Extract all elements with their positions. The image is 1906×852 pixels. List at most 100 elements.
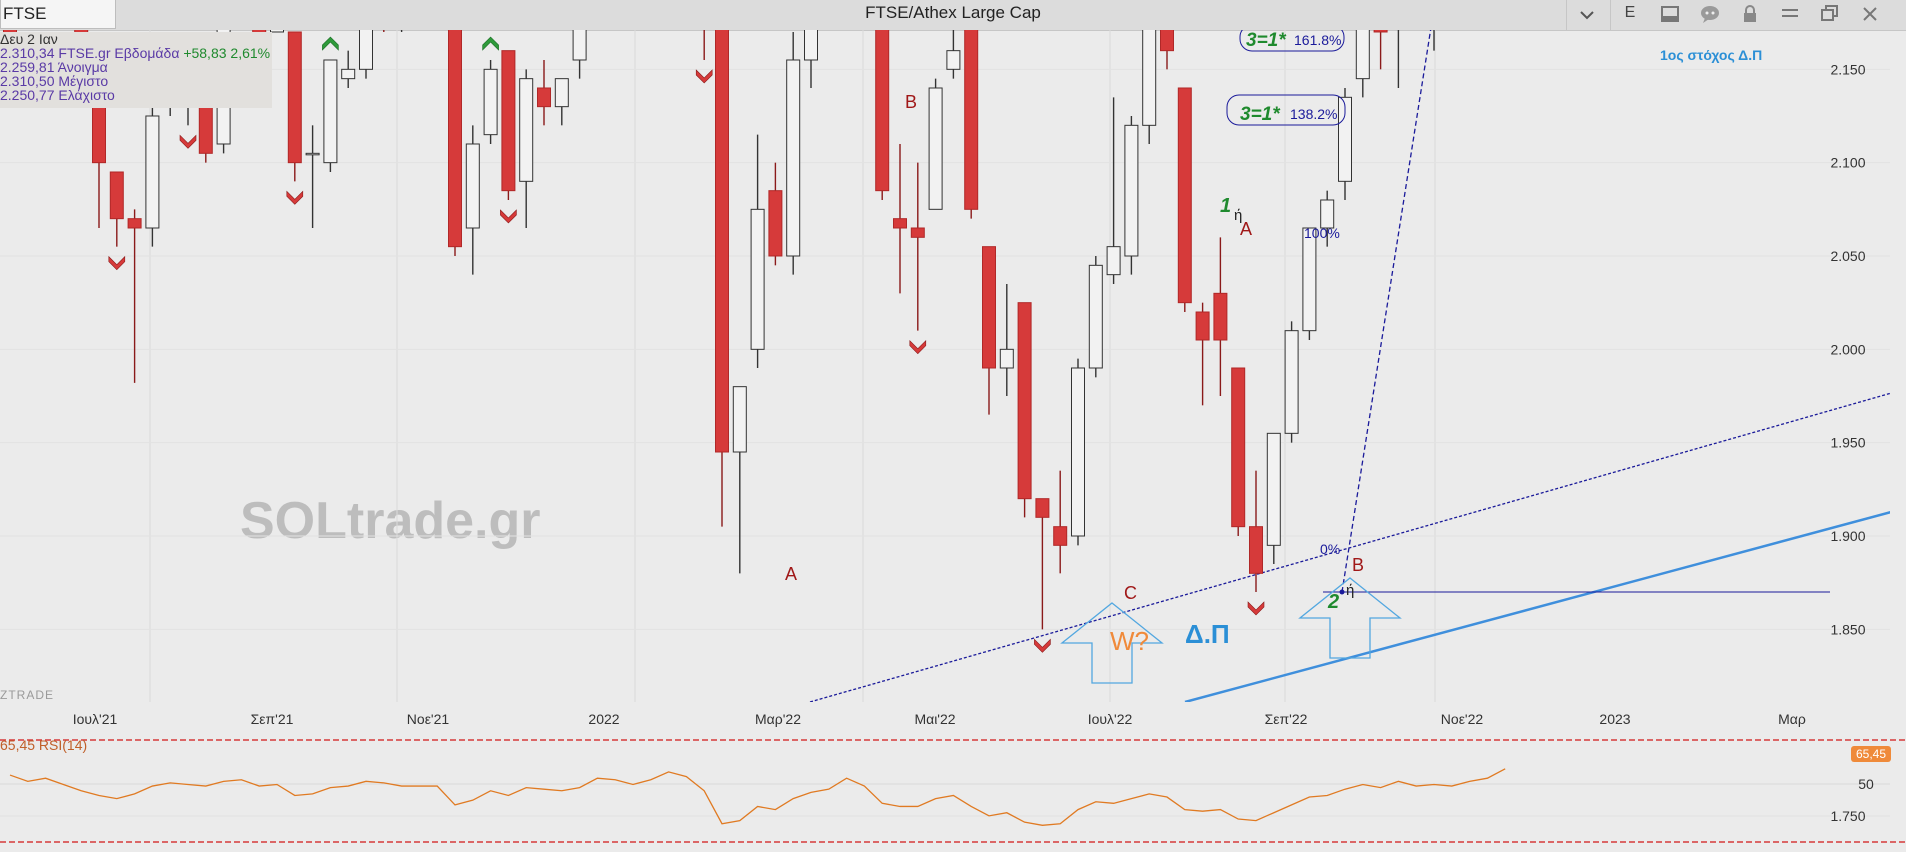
x-tick-label: Ιουλ'22	[1088, 711, 1133, 727]
hollow-arrow-w	[1060, 602, 1164, 684]
candle-body	[1160, 30, 1174, 52]
label-0: 0%	[1320, 541, 1340, 557]
wave-B2-label: B	[1352, 555, 1364, 575]
trend-line-light-blue	[1184, 511, 1890, 702]
rsi-tick-label: 50	[1858, 776, 1874, 792]
candle-body	[483, 68, 498, 136]
restore-icon[interactable]	[1812, 0, 1848, 28]
hollow-arrow-dp	[1298, 577, 1402, 659]
candle-body	[1338, 96, 1352, 182]
lock-icon[interactable]	[1732, 0, 1768, 28]
chat-icon[interactable]	[1692, 0, 1728, 28]
y-tick-label: 2.000	[1830, 341, 1865, 357]
candle-body	[786, 59, 801, 257]
x-tick-label: Μαρ'22	[755, 711, 801, 727]
watermark: SOLtrade.gr	[240, 492, 541, 550]
grid	[0, 30, 1890, 817]
ohlc-info-panel: Δευ 2 Ιαν 2.310,34 FTSE.gr Εβδομάδα +58,…	[0, 32, 272, 108]
y-tick-label: 1.750	[1830, 808, 1865, 824]
candle-body	[999, 348, 1014, 369]
rsi-value: 65,45	[1856, 747, 1886, 761]
layout-icon[interactable]	[1652, 0, 1688, 28]
symbol-tab[interactable]: FTSE	[0, 0, 116, 29]
candle-body	[465, 143, 480, 229]
brand-label: ZTRADE	[0, 688, 54, 702]
candle-body	[875, 30, 890, 192]
fractal-up-icon	[482, 36, 499, 51]
candle-body	[1249, 526, 1263, 574]
big-arrows	[1060, 577, 1402, 684]
candle-body	[1320, 199, 1335, 229]
candle-body	[287, 31, 302, 164]
rsi-line	[9, 768, 1506, 826]
fractal-up-icon	[322, 36, 339, 51]
candle-body	[1071, 367, 1085, 537]
toolbar-separator	[1610, 0, 1611, 30]
x-tick-label: Ιουλ'21	[73, 711, 118, 727]
x-tick-label: 2022	[588, 711, 619, 727]
candle-body	[1355, 30, 1370, 80]
candle-body	[928, 87, 943, 210]
fractal-down-icon	[179, 134, 197, 149]
dp-label: Δ.Π	[1185, 619, 1230, 649]
close-icon[interactable]	[1852, 0, 1888, 28]
candle-body	[1231, 367, 1246, 528]
info-open: 2.259,81 Άνοιγμα	[0, 59, 108, 75]
candle-body	[305, 152, 320, 156]
label-138-frame	[1226, 94, 1346, 126]
x-axis-band	[0, 703, 1906, 733]
candle-body	[1284, 330, 1299, 434]
rsi-pane: 65,45 RSI(14) 65,45 50	[0, 737, 1906, 843]
fib-anchor-point	[1339, 589, 1345, 595]
y-tick-label: 2.150	[1830, 61, 1865, 77]
price-chart[interactable]: SOLtrade.gr ZTRADE 3=1* 161.8% 3=1* 138.2% 1…	[0, 30, 1906, 852]
info-close: 2.310,34 FTSE.gr Εβδομάδα	[0, 45, 180, 61]
fib-anchor-line	[1341, 30, 1432, 593]
e-button[interactable]: E	[1624, 4, 1636, 21]
candle-body	[323, 59, 338, 164]
annotation-labels: 3=1* 161.8% 3=1* 138.2% 1ος στόχος Δ.Π 100% 0%…	[785, 30, 1762, 656]
info-close-line: 2.310,34 FTSE.gr Εβδομάδα +58,83 2,61%	[0, 46, 272, 60]
candle-body	[910, 227, 925, 238]
wave-A2-label: A	[1240, 219, 1252, 239]
x-tick-label: Νοε'22	[1441, 711, 1484, 727]
x-tick-label: Σεπ'22	[1265, 711, 1308, 727]
candle-body	[982, 246, 996, 369]
target-label: 1ος στόχος Δ.Π	[1660, 47, 1762, 63]
trend-line-blue	[809, 392, 1890, 702]
candle-body	[519, 78, 534, 182]
label-138-lead: 3=1*	[1240, 104, 1281, 125]
candle-body	[768, 190, 783, 257]
y-tick-label: 2.100	[1830, 155, 1865, 171]
x-tick-label: 2023	[1599, 711, 1630, 727]
x-axis: Ιουλ'21 Σεπ'21 Νοε'21 2022 Μαρ'22 Μαι'22 Ιουλ'…	[0, 703, 1906, 733]
wave-2-eta: ή	[1346, 582, 1354, 599]
candle-body	[341, 68, 356, 80]
candle-body	[92, 106, 106, 164]
fractal-down-icon	[1034, 638, 1051, 653]
candle-body	[964, 30, 979, 210]
fractal-down-icon	[500, 209, 517, 224]
fractal-down-icon	[1247, 601, 1265, 616]
candle-body	[946, 50, 961, 70]
minimize-icon[interactable]	[1772, 0, 1808, 28]
wave-C-label: C	[1124, 583, 1137, 603]
candle-body	[1177, 87, 1192, 304]
candle-body	[554, 78, 569, 108]
chevron-down-icon[interactable]	[1569, 0, 1605, 28]
x-tick-label: Σεπ'21	[251, 711, 294, 727]
fractal-down-icon	[108, 255, 126, 271]
rsi-label: 65,45 RSI(14)	[0, 737, 87, 753]
label-100: 100%	[1304, 225, 1340, 241]
candle-body	[1088, 264, 1103, 369]
fractal-down-icon	[909, 339, 927, 355]
candle-body	[1266, 432, 1281, 546]
y-tick-label: 2.050	[1830, 248, 1865, 264]
candle-body	[1142, 30, 1157, 126]
candle-body	[750, 208, 765, 350]
candle-body	[448, 30, 462, 248]
candle-body	[145, 115, 160, 229]
x-tick-label: Μαι'22	[914, 711, 955, 727]
candle-body	[715, 30, 729, 453]
candle-body	[537, 87, 551, 108]
